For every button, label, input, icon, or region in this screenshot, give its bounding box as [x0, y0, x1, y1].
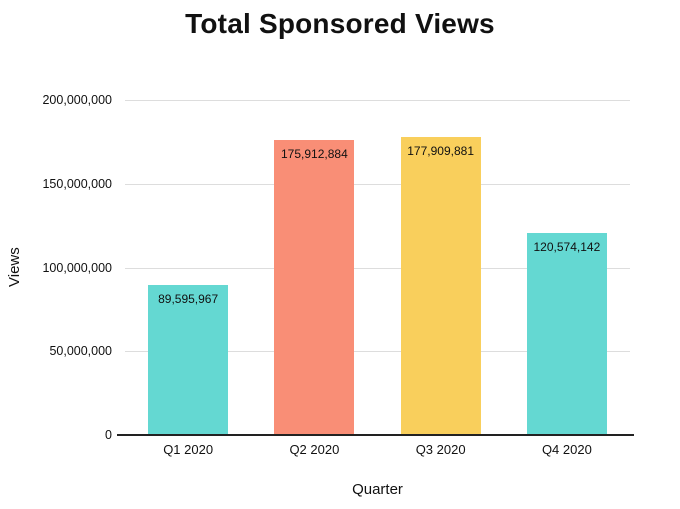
bar-q1-2020: 89,595,967: [148, 284, 229, 435]
bar-value-label: 120,574,142: [533, 240, 601, 255]
x-tick-label: Q1 2020: [163, 442, 214, 457]
gridline: [125, 183, 630, 185]
x-tick-label: Q4 2020: [541, 442, 592, 457]
gridline: [125, 351, 630, 353]
x-axis-tick-labels: Q1 2020 Q2 2020 Q3 2020 Q4 2020: [125, 442, 630, 457]
bar-q4-2020: 120,574,142: [526, 233, 607, 435]
x-tick-label: Q2 2020: [289, 442, 340, 457]
gridline: [125, 100, 630, 101]
x-axis-title: Quarter: [352, 481, 403, 498]
bar-value-label: 89,595,967: [158, 291, 219, 306]
y-tick-label: 200,000,000: [42, 93, 112, 107]
chart-title: Total Sponsored Views: [185, 8, 495, 39]
y-tick-label: 100,000,000: [42, 260, 112, 275]
bar-q3-2020: 177,909,881: [400, 137, 481, 435]
gridline: [125, 267, 630, 269]
x-tick-label: Q3 2020: [415, 442, 466, 457]
bar-q2-2020: 175,912,884: [274, 140, 355, 435]
bar-value-label: 175,912,884: [281, 147, 348, 162]
x-axis-line: [117, 434, 634, 436]
y-tick-label: 150,000,000: [42, 176, 112, 191]
plot-area: 89,595,967 175,912,884 177,909,881 120,5…: [117, 100, 634, 436]
y-tick-label: 50,000,000: [49, 344, 112, 359]
bar-value-label: 177,909,881: [407, 144, 474, 159]
y-tick-label: 0: [105, 428, 112, 442]
y-axis-tick-labels: 200,000,000 150,000,000 100,000,000 50,0…: [0, 93, 117, 442]
bars: 89,595,967 175,912,884 177,909,881 120,5…: [125, 100, 630, 435]
